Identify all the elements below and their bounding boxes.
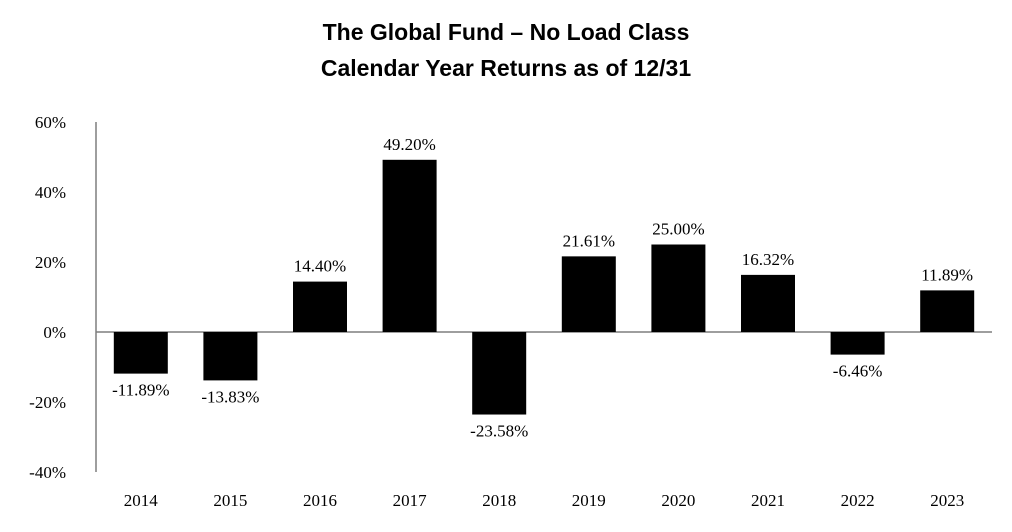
y-tick-label: 40%	[35, 183, 66, 202]
x-tick-label: 2020	[661, 491, 695, 510]
bar-2023	[920, 290, 975, 332]
x-tick-label: 2018	[482, 491, 516, 510]
bar-2018	[472, 332, 527, 415]
bar-2020	[651, 244, 706, 332]
bar-2016	[293, 281, 347, 332]
x-tick-label: 2019	[572, 491, 606, 510]
y-tick-label: -20%	[29, 393, 66, 412]
data-labels: -11.89% -13.83% 14.40% 49.20% -23.58% 21.61% 2…	[112, 135, 973, 441]
bar-2019	[561, 256, 616, 332]
bar-2015	[203, 332, 258, 381]
x-tick-label: 2023	[930, 491, 964, 510]
data-label-2019: 21.61%	[563, 231, 615, 250]
data-label-2016: 14.40%	[294, 257, 346, 276]
y-tick-label: -40%	[29, 463, 66, 482]
x-tick-label: 2014	[124, 491, 159, 510]
chart-subtitle: Calendar Year Returns as of 12/31	[321, 55, 692, 81]
data-label-2021: 16.32%	[742, 250, 794, 269]
x-tick-label: 2021	[751, 491, 785, 510]
data-label-2020: 25.00%	[652, 220, 704, 239]
data-label-2014: -11.89%	[112, 381, 169, 400]
bars	[113, 159, 975, 415]
data-label-2015: -13.83%	[201, 387, 259, 406]
data-label-2017: 49.20%	[383, 135, 435, 154]
bar-2021	[741, 274, 795, 332]
bar-2022	[830, 332, 885, 355]
y-axis: 60% 40% 20% 0% -20% -40%	[29, 113, 97, 482]
x-tick-label: 2016	[303, 491, 337, 510]
y-tick-label: 20%	[35, 253, 66, 272]
x-tick-label: 2017	[393, 491, 428, 510]
y-tick-label: 60%	[35, 113, 66, 132]
data-label-2018: -23.58%	[470, 422, 528, 441]
data-label-2022: -6.46%	[833, 362, 883, 381]
x-axis: 2014 2015 2016 2017 2018 2019 2020 2021 2022 2023	[96, 331, 992, 510]
bar-2017	[382, 159, 437, 332]
bar-2014	[113, 332, 168, 374]
x-tick-label: 2015	[213, 491, 247, 510]
data-label-2023: 11.89%	[921, 265, 973, 284]
x-tick-label: 2022	[841, 491, 875, 510]
y-tick-label: 0%	[43, 323, 66, 342]
chart-title: The Global Fund – No Load Class	[323, 19, 690, 45]
